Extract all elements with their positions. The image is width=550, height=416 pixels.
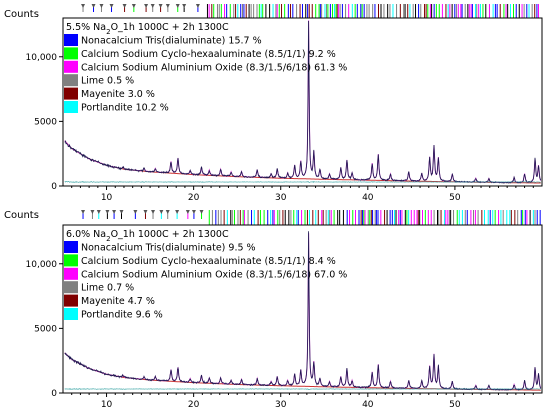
reflection-arrow — [165, 210, 170, 214]
reflection-arrow — [182, 4, 187, 8]
legend-entry: Mayenite 4.7 % — [81, 296, 155, 307]
xrd-panel-1: Counts 0 5000 10,000 10 20 30 40 50 5.5% Na2O_1h … — [4, 4, 543, 203]
reflection-arrow — [133, 210, 138, 214]
reflection-arrow — [151, 210, 156, 214]
x-tick-label: 40 — [362, 400, 374, 410]
legend-entry: Calcium Sodium Aluminium Oxide (8.3/1.5/… — [81, 269, 347, 280]
y-tick-label: 0 — [51, 389, 57, 399]
x-tick-label: 50 — [449, 400, 461, 410]
reflection-arrow — [175, 210, 180, 214]
x-tick-label: 40 — [362, 193, 374, 203]
legend-entry: Calcium Sodium Cyclo-hexaaluminate (8.5/… — [81, 256, 336, 267]
legend-entry: Portlandite 10.2 % — [81, 103, 169, 114]
legend-entry: Calcium Sodium Cyclo-hexaaluminate (8.5/… — [81, 49, 336, 60]
reflection-arrow — [109, 4, 114, 8]
reflection-arrow — [150, 4, 155, 8]
legend-entry: Calcium Sodium Aluminium Oxide (8.3/1.5/… — [81, 62, 347, 73]
y-tick-label: 0 — [51, 182, 57, 192]
legend-entry: Lime 0.5 % — [81, 76, 134, 87]
reflection-arrow — [99, 4, 104, 8]
y-tick-label: 10,000 — [26, 260, 58, 270]
legend-swatch — [64, 241, 78, 253]
reflection-arrow — [159, 210, 164, 214]
reflection-arrow — [96, 210, 101, 214]
reflection-arrow — [175, 4, 180, 8]
x-tick-label: 10 — [101, 400, 113, 410]
legend: Nonacalcium Tris(dialuminate) 9.5 % Calci… — [64, 241, 347, 321]
x-tick-label: 30 — [275, 193, 287, 203]
y-tick-label: 5000 — [34, 324, 57, 334]
difference-curve — [64, 388, 541, 390]
background-curve — [64, 352, 541, 391]
legend-swatch — [64, 47, 78, 60]
legend-swatch — [64, 294, 78, 307]
xrd-panel-2: Counts 0 5000 10,000 10 20 30 40 50 6.0% Na2O_1h … — [4, 210, 543, 410]
reflection-arrow — [81, 210, 86, 214]
legend-swatch — [64, 34, 78, 46]
plot-frame — [62, 224, 543, 394]
reflection-arrow — [158, 4, 163, 8]
legend-entry: Lime 0.7 % — [81, 283, 134, 294]
reflection-arrow — [91, 4, 96, 8]
reflection-arrow — [195, 4, 200, 8]
background-curve — [64, 140, 541, 184]
reflection-markers — [81, 210, 541, 225]
x-tick-label: 20 — [188, 193, 200, 203]
legend-entry: Mayenite 3.0 % — [81, 89, 155, 100]
legend-swatch — [64, 308, 78, 320]
legend-swatch — [64, 254, 78, 267]
legend-entry: Portlandite 9.6 % — [81, 310, 163, 321]
y-tick-label: 5000 — [34, 117, 57, 127]
legend-swatch — [64, 74, 78, 87]
reflection-arrow — [81, 4, 86, 8]
y-tick-label: 10,000 — [26, 53, 58, 63]
difference-curve — [64, 181, 541, 184]
reflection-arrow — [185, 210, 190, 214]
y-axis-label: Counts — [4, 210, 39, 221]
x-tick-label: 10 — [101, 193, 113, 203]
reflection-arrow — [90, 210, 95, 214]
legend-entry: Nonacalcium Tris(dialuminate) 15.7 % — [81, 36, 262, 47]
panel-title: 6.0% Na2O_1h 1000C + 2h 1300C — [66, 229, 229, 243]
legend-swatch — [64, 267, 78, 280]
reflection-arrow — [122, 4, 127, 8]
panel-title: 5.5% Na2O_1h 1000C + 2h 1300C — [66, 22, 229, 36]
reflection-arrow — [112, 210, 117, 214]
legend-swatch — [64, 87, 78, 100]
reflection-arrow — [165, 4, 170, 8]
y-axis-label: Counts — [4, 9, 39, 20]
reflection-markers — [81, 4, 539, 18]
reflection-arrow — [143, 210, 148, 214]
plot-frame — [62, 17, 543, 187]
reflection-arrow — [199, 210, 204, 214]
legend-entry: Nonacalcium Tris(dialuminate) 9.5 % — [81, 243, 256, 254]
reflection-arrow — [105, 210, 110, 214]
reflection-arrow — [191, 210, 196, 214]
legend-swatch — [64, 281, 78, 294]
x-tick-label: 30 — [275, 400, 287, 410]
reflection-arrow — [144, 4, 149, 8]
legend: Nonacalcium Tris(dialuminate) 15.7 % Calc… — [64, 34, 347, 114]
x-tick-label: 50 — [449, 193, 461, 203]
legend-swatch — [64, 101, 78, 113]
legend-swatch — [64, 60, 78, 73]
x-tick-label: 20 — [188, 400, 200, 410]
reflection-arrow — [131, 4, 136, 8]
reflection-arrow — [119, 210, 124, 214]
